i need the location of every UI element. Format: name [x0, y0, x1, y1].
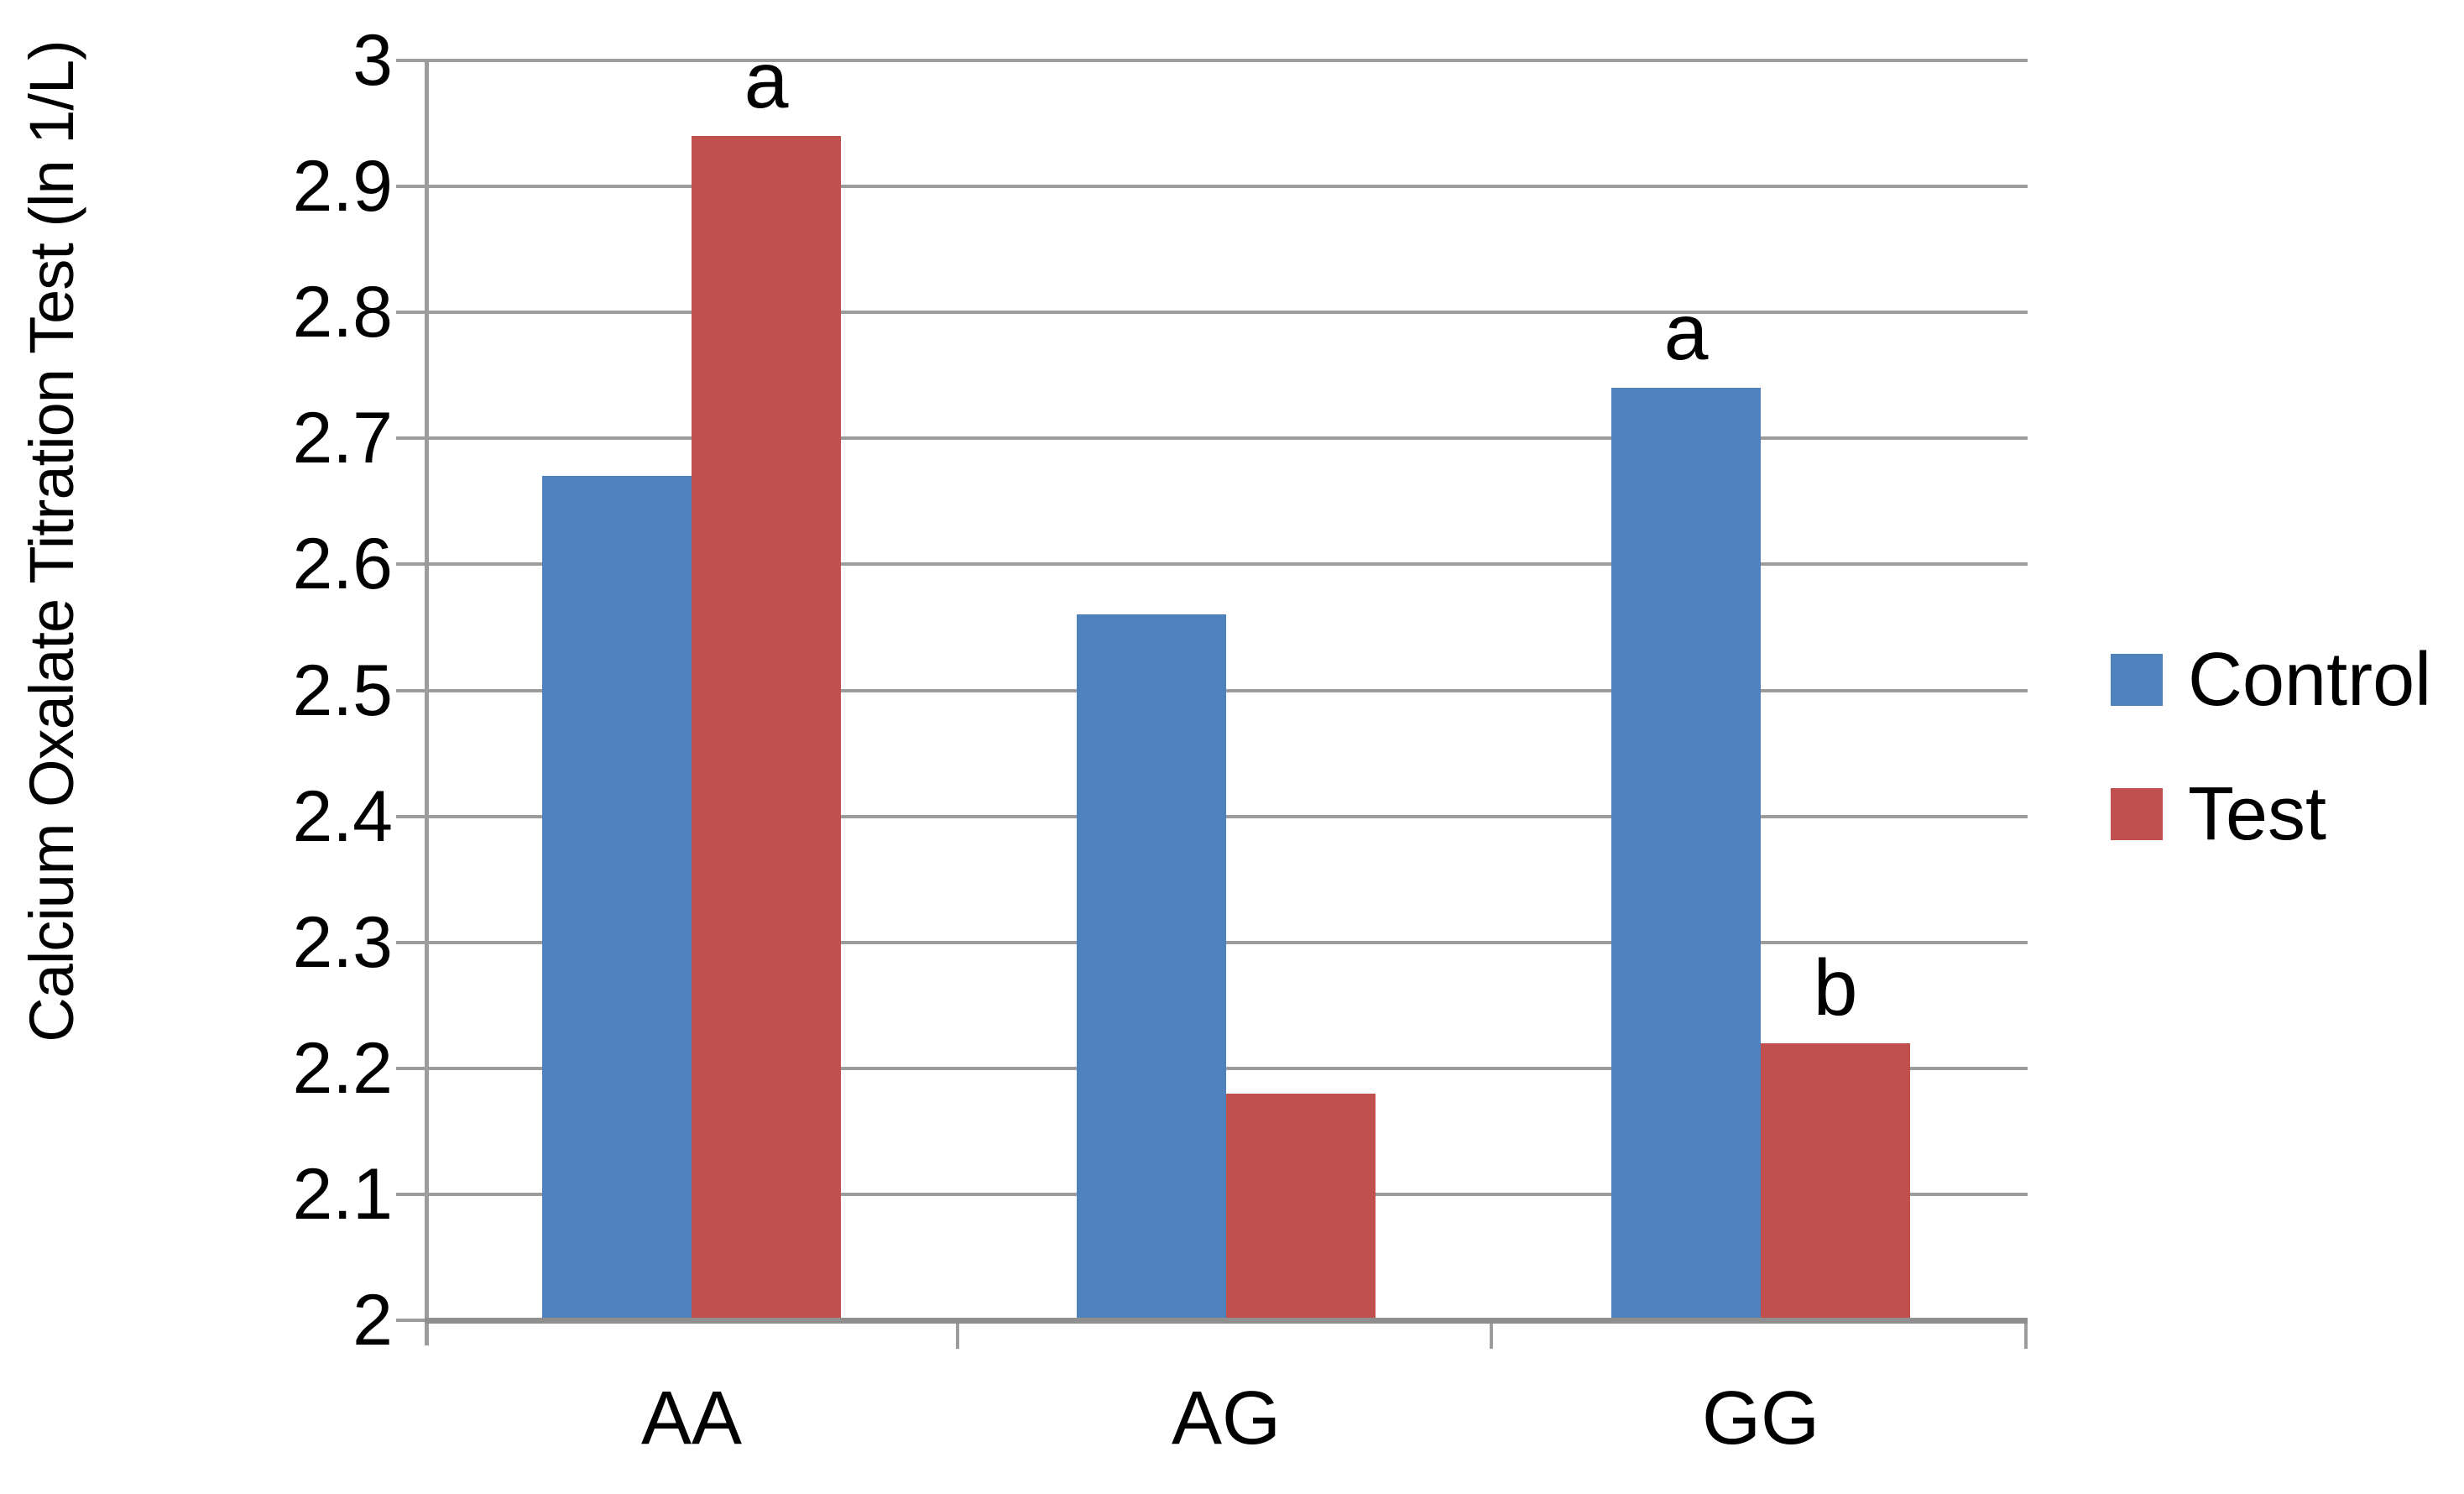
gridline [425, 436, 2028, 440]
legend-item-test: Test [2111, 772, 2431, 856]
gridline [425, 59, 2028, 62]
y-tick-label: 2.6 [292, 524, 393, 604]
gridline [425, 815, 2028, 818]
x-axis-tick-mark [1490, 1324, 1493, 1349]
x-axis-tick-mark [2024, 1324, 2028, 1349]
gridline [425, 689, 2028, 692]
y-tick-label: 2.4 [292, 776, 393, 857]
gridline [425, 185, 2028, 188]
legend: Control Test [2111, 638, 2431, 922]
annotation-gg-test: b [1813, 943, 1858, 1032]
x-category-label-gg: GG [1701, 1376, 1819, 1460]
bar-aa-test [692, 136, 841, 1320]
annotation-gg-control: a [1663, 288, 1709, 377]
y-axis-tick-mark [396, 59, 425, 62]
y-tick-label: 2.2 [292, 1028, 393, 1109]
legend-swatch-test [2111, 788, 2163, 840]
y-tick-label: 2.9 [292, 146, 393, 227]
y-tick-label: 2.5 [292, 650, 393, 731]
legend-label-test: Test [2188, 771, 2327, 856]
y-tick-label: 2 [352, 1280, 393, 1361]
y-axis-tick-mark [396, 185, 425, 188]
y-axis-tick-mark [396, 1193, 425, 1196]
bar-ag-test [1226, 1094, 1376, 1320]
y-axis-line [425, 60, 429, 1345]
annotation-aa-test: a [744, 36, 789, 125]
bar-gg-control [1611, 388, 1761, 1320]
y-axis-tick-mark [396, 562, 425, 566]
bar-aa-control [542, 476, 692, 1320]
y-tick-label: 2.8 [292, 272, 393, 353]
y-axis-tick-mark [396, 941, 425, 944]
legend-item-control: Control [2111, 638, 2431, 722]
y-tick-label: 2.1 [292, 1154, 393, 1235]
bar-gg-test [1761, 1043, 1910, 1320]
legend-swatch-control [2111, 654, 2163, 706]
y-axis-tick-mark [396, 689, 425, 692]
y-axis-title: Calcium Oxalate Titration Test (ln 1/L) [17, 40, 86, 1042]
x-category-label-ag: AG [1171, 1376, 1282, 1460]
y-tick-label: 2.7 [292, 398, 393, 478]
bar-ag-control [1077, 614, 1226, 1320]
y-axis-tick-mark [396, 1067, 425, 1070]
y-axis-tick-mark [396, 1319, 425, 1322]
gridline [425, 311, 2028, 314]
y-axis-tick-mark [396, 815, 425, 818]
gridline [425, 941, 2028, 944]
y-tick-label: 3 [352, 20, 393, 101]
y-axis-tick-mark [396, 436, 425, 440]
y-tick-label: 2.3 [292, 902, 393, 983]
x-axis-line [425, 1318, 2028, 1324]
x-category-label-aa: AA [640, 1376, 743, 1460]
gridline [425, 1067, 2028, 1070]
gridline [425, 562, 2028, 566]
y-axis-tick-mark [396, 311, 425, 314]
legend-label-control: Control [2188, 637, 2432, 722]
x-axis-tick-mark [956, 1324, 959, 1349]
